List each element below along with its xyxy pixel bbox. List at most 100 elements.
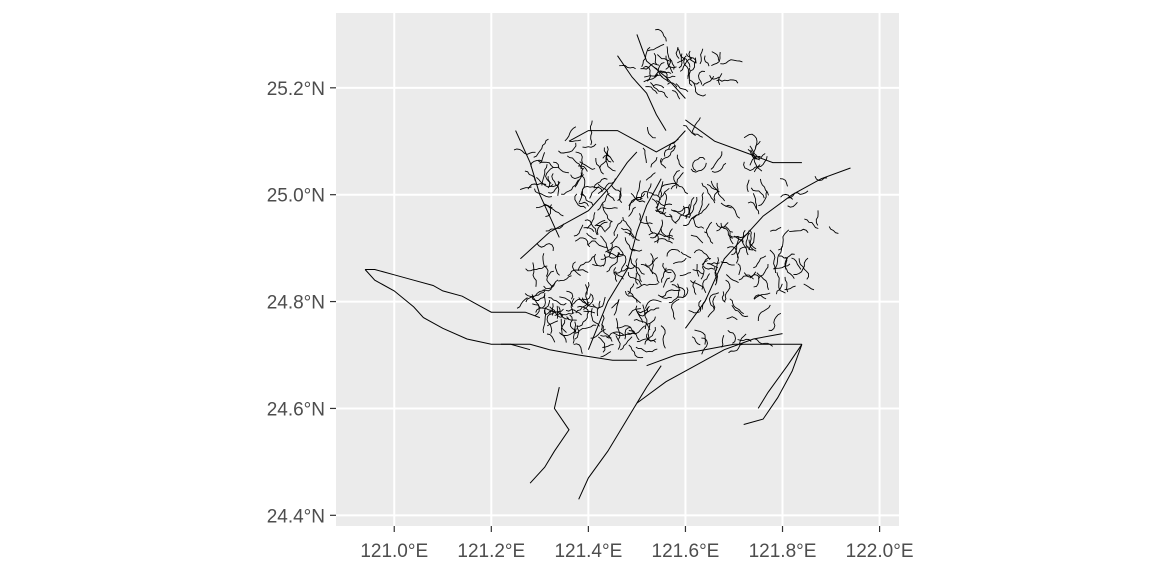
tributary-line <box>749 229 757 252</box>
tributary-line <box>673 257 687 265</box>
tributary-line <box>720 59 743 65</box>
tributary-line <box>553 161 569 174</box>
tributary-line <box>644 73 659 78</box>
tributary-line <box>535 293 546 313</box>
tributary-line <box>687 57 697 77</box>
tributary-line <box>655 187 670 209</box>
tributary-line <box>710 151 723 170</box>
tributary-line <box>784 257 788 270</box>
tributary-line <box>655 28 667 42</box>
tributary-line <box>691 203 710 220</box>
tributary-line <box>645 263 660 284</box>
tributary-line <box>701 297 708 310</box>
tributary-line <box>677 47 691 68</box>
tributary-line <box>675 47 680 59</box>
tributary-line <box>666 248 681 257</box>
tributary-line <box>530 159 543 167</box>
tributary-line <box>776 272 786 294</box>
tributary-line <box>573 343 583 354</box>
tributary-line <box>653 52 658 66</box>
tributary-line <box>534 188 552 198</box>
tributary-line <box>737 338 752 342</box>
tributary-line <box>603 206 618 210</box>
tributary-line <box>673 170 680 189</box>
tributary-line <box>716 79 739 84</box>
tributary-line <box>753 255 767 269</box>
tributary-line <box>615 271 624 280</box>
tributary-line <box>531 294 540 316</box>
tributary-line <box>600 235 611 255</box>
tributary-line <box>594 219 606 227</box>
tributary-line <box>666 46 675 70</box>
tributary-line <box>637 307 648 314</box>
tributary-line <box>779 178 788 187</box>
tributary-line <box>729 232 734 245</box>
tributary-line <box>513 148 536 155</box>
tributary-line <box>592 263 604 267</box>
tributary-line <box>798 258 809 280</box>
tributary-line <box>578 201 589 207</box>
tributary-line <box>724 279 731 302</box>
tributary-line <box>582 186 603 193</box>
tributary-line <box>597 193 610 211</box>
tributary-line <box>628 206 636 217</box>
tributary-line <box>680 251 692 259</box>
river-line <box>636 333 783 404</box>
tributary-line <box>535 204 553 209</box>
tributary-line <box>561 179 579 195</box>
tributary-line <box>524 289 546 298</box>
tributary-line <box>596 225 606 233</box>
tributary-line <box>619 187 623 203</box>
tributary-line <box>600 334 612 339</box>
river-line <box>501 343 637 361</box>
tributary-line <box>720 202 732 209</box>
tributary-line <box>605 243 613 253</box>
tributary-line <box>675 83 689 92</box>
tributary-line <box>676 154 684 169</box>
tributary-line <box>694 329 706 345</box>
tributary-line <box>650 219 664 239</box>
tributary-line <box>558 306 570 320</box>
tributary-line <box>549 311 564 317</box>
tributary-line <box>554 264 560 276</box>
tributary-line <box>650 156 658 168</box>
tributary-line <box>636 283 659 289</box>
tributary-line <box>678 53 683 69</box>
tributary-line <box>537 160 560 168</box>
tributary-line <box>583 310 596 314</box>
tributary-line <box>617 251 627 272</box>
tributary-line <box>547 320 559 327</box>
tributary-line <box>676 183 689 195</box>
tributary-line <box>571 294 591 306</box>
tributary-line <box>692 269 704 275</box>
tributary-line <box>770 226 782 232</box>
tributary-line <box>803 283 815 291</box>
tributary-line <box>581 297 596 308</box>
river-line <box>757 344 803 409</box>
tributary-line <box>743 272 754 280</box>
tributary-line <box>645 172 656 181</box>
tributary-line <box>558 275 572 282</box>
tributary-line <box>622 217 632 236</box>
tributary-line <box>677 55 687 64</box>
tributary-line <box>773 246 783 270</box>
tributary-line <box>731 235 740 256</box>
tributary-line <box>546 333 556 343</box>
tributary-line <box>628 308 641 316</box>
tributary-line <box>593 177 608 189</box>
tributary-line <box>661 192 667 215</box>
tributary-line <box>536 242 554 251</box>
tributary-line <box>624 231 640 241</box>
x-tick-label: 121.0°E <box>360 541 428 562</box>
tributary-line <box>701 273 710 290</box>
tributary-line <box>639 213 653 225</box>
tributary-line <box>656 200 673 206</box>
tributary-line <box>625 264 636 270</box>
tributary-line <box>659 70 672 74</box>
tributary-line <box>583 227 595 232</box>
tributary-line <box>750 187 765 199</box>
tributary-line <box>679 58 693 72</box>
tributary-line <box>536 177 554 188</box>
tributary-line <box>688 50 696 64</box>
tributary-line <box>624 237 636 252</box>
